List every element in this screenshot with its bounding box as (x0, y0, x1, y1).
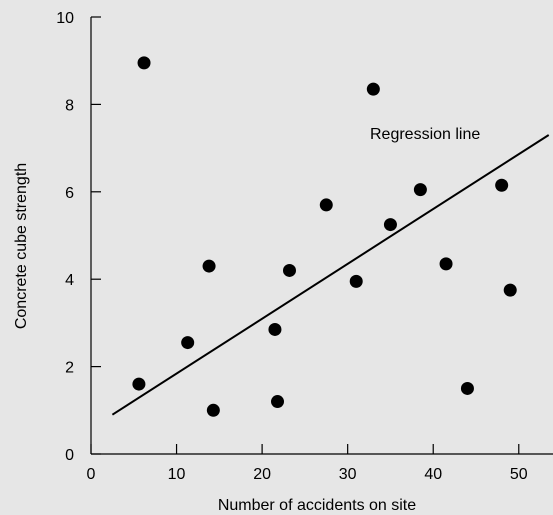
x-tick-label: 50 (510, 466, 528, 483)
regression-line-label: Regression line (370, 126, 480, 143)
x-tick-label: 20 (253, 466, 271, 483)
y-tick-label: 10 (56, 10, 74, 27)
y-tick-label: 4 (65, 272, 74, 289)
data-point (439, 257, 453, 271)
data-point (349, 274, 363, 288)
data-point (271, 395, 285, 409)
data-point (383, 218, 397, 232)
regression-line (111, 134, 550, 416)
data-point (202, 259, 216, 273)
y-tick-label: 0 (65, 447, 74, 464)
data-points (132, 56, 517, 417)
x-tick-label: 10 (168, 466, 186, 483)
data-point (181, 336, 195, 350)
data-point (503, 283, 517, 297)
data-point (268, 322, 282, 336)
x-tick-label: 40 (424, 466, 442, 483)
data-point (413, 183, 427, 197)
data-point (282, 263, 296, 277)
y-tick-label: 8 (65, 97, 74, 114)
data-point (366, 82, 380, 96)
y-tick-label: 2 (65, 360, 74, 377)
y-axis-title: Concrete cube strength (13, 163, 30, 329)
data-point (137, 56, 151, 70)
data-point (495, 178, 509, 192)
regression-layer (111, 134, 550, 416)
data-point (460, 381, 474, 395)
y-tick-label: 6 (65, 185, 74, 202)
x-tick-label: 0 (87, 466, 96, 483)
x-tick-label: 30 (339, 466, 357, 483)
data-point (132, 377, 146, 391)
x-axis-title: Number of accidents on site (218, 497, 416, 514)
x-axis: 0 10 20 30 40 50 (87, 444, 553, 483)
data-point (319, 198, 333, 212)
data-point (206, 403, 220, 417)
y-axis: 0 2 4 6 8 10 (56, 10, 101, 464)
